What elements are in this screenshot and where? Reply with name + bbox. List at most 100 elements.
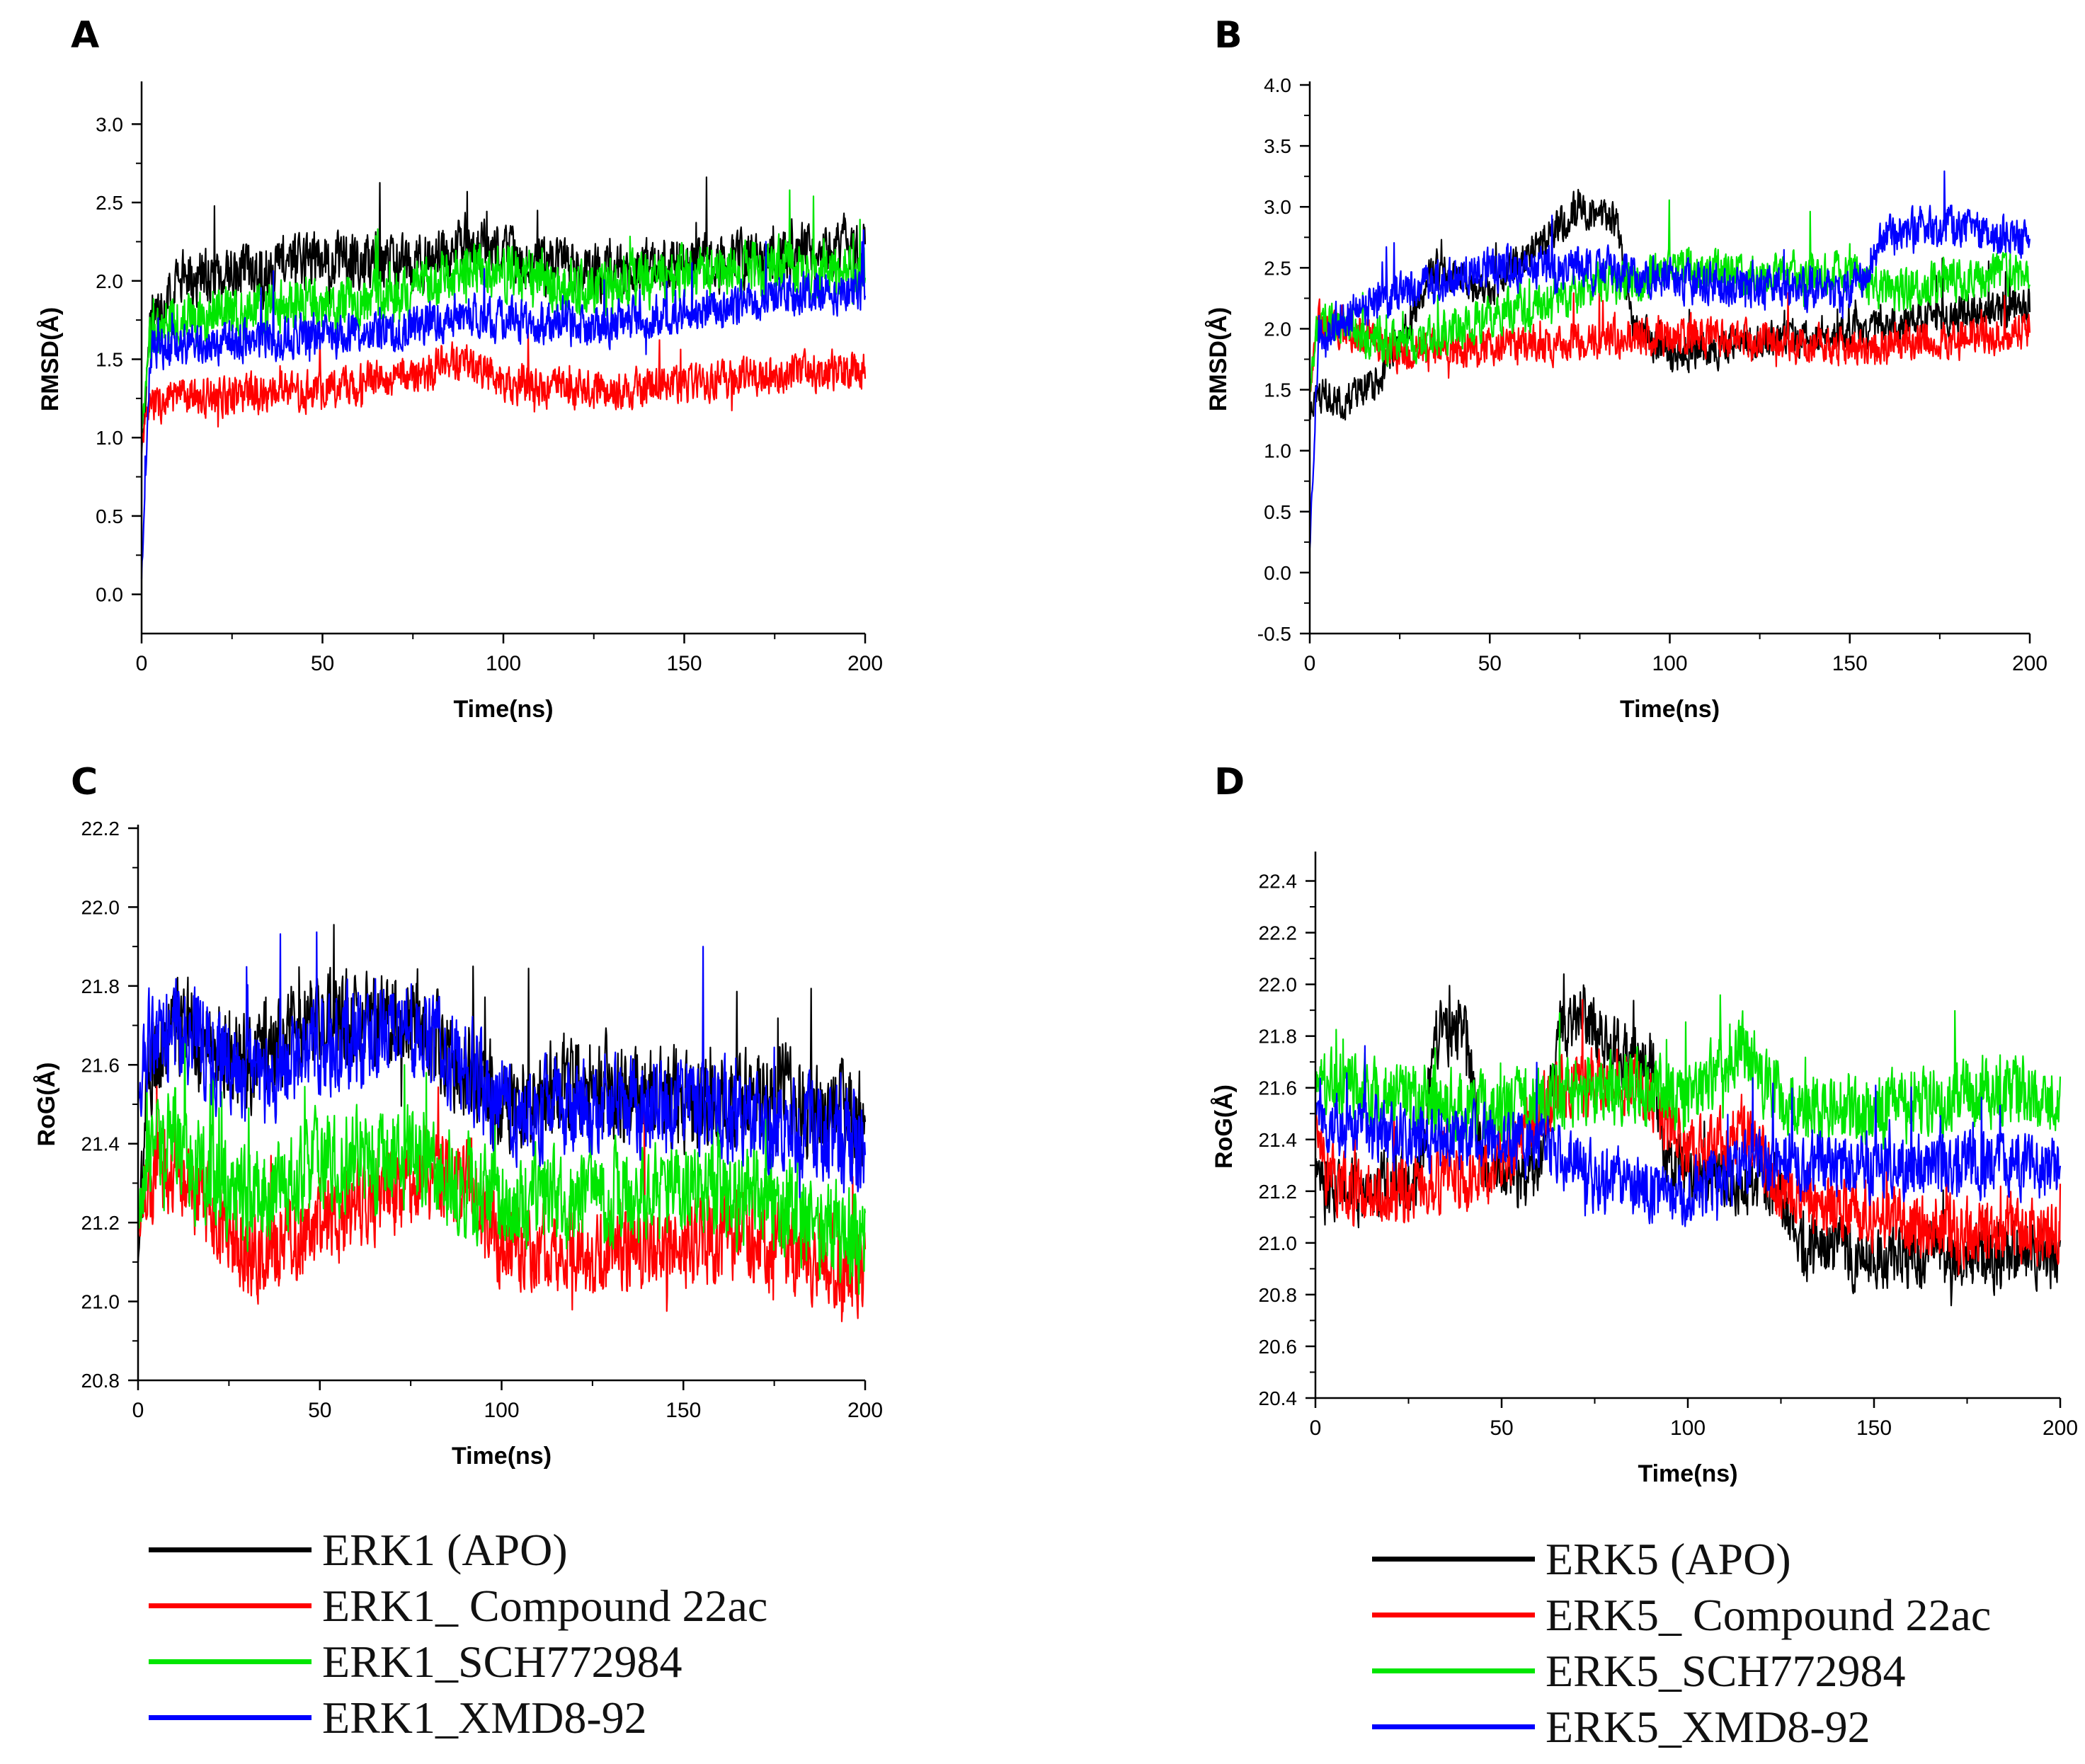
y-tick-label: 21.2 bbox=[81, 1212, 120, 1234]
y-tick-label: 21.0 bbox=[81, 1291, 120, 1313]
panel-label: A bbox=[71, 14, 99, 57]
x-tick-label: 0 bbox=[1304, 652, 1316, 675]
y-tick-label: 1.5 bbox=[1264, 379, 1291, 401]
y-tick-label: 2.5 bbox=[1264, 257, 1291, 279]
x-axis-label: Time(ns) bbox=[452, 1443, 552, 1470]
series-line bbox=[1314, 994, 2062, 1150]
legend-label: ERK1 (APO) bbox=[322, 1525, 568, 1575]
x-tick-label: 200 bbox=[2012, 652, 2047, 675]
x-tick-label: 100 bbox=[1652, 652, 1687, 675]
y-tick-label: 0.5 bbox=[96, 505, 123, 527]
y-tick-label: 3.5 bbox=[1264, 135, 1291, 157]
y-tick-label: 22.2 bbox=[81, 818, 120, 840]
series-line bbox=[1314, 999, 2062, 1276]
x-tick-label: 150 bbox=[1856, 1416, 1892, 1440]
y-tick-label: 0.5 bbox=[1264, 501, 1291, 523]
y-tick-label: 1.5 bbox=[96, 349, 123, 371]
x-tick-label: 0 bbox=[1310, 1416, 1322, 1440]
legend-label: ERK5_XMD8-92 bbox=[1546, 1702, 1870, 1752]
y-tick-label: 3.0 bbox=[1264, 196, 1291, 218]
x-tick-label: 100 bbox=[484, 1399, 519, 1422]
x-tick-label: 100 bbox=[1670, 1416, 1706, 1440]
x-tick-label: 200 bbox=[847, 1399, 883, 1422]
legend-item: ERK5_SCH772984 bbox=[1372, 1643, 2085, 1699]
panel-label: B bbox=[1214, 14, 1243, 57]
legend-erk1: ERK1 (APO) ERK1_ Compound 22ac ERK1_SCH7… bbox=[149, 1522, 927, 1746]
legend-label: ERK5_ Compound 22ac bbox=[1546, 1590, 1992, 1640]
y-tick-label: 2.5 bbox=[96, 192, 123, 214]
panel-a: A 0 50 100 150 200 0.0 0.5 1.0 1.5 2.0 2.5 3.0 Time(n… bbox=[37, 14, 883, 723]
legend-item: ERK5 (APO) bbox=[1372, 1531, 2085, 1587]
y-tick-label: 21.4 bbox=[81, 1133, 120, 1155]
series-line bbox=[137, 1002, 867, 1295]
axes bbox=[140, 81, 865, 635]
legend-item: ERK5_ Compound 22ac bbox=[1372, 1587, 2085, 1643]
x-tick-label: 200 bbox=[847, 652, 883, 675]
series-line bbox=[140, 189, 867, 438]
y-tick-label: 20.6 bbox=[1259, 1336, 1298, 1358]
legend-swatch bbox=[1372, 1668, 1535, 1673]
y-tick-label: 20.8 bbox=[1259, 1284, 1298, 1306]
series-line bbox=[1308, 199, 2031, 393]
x-tick-label: 50 bbox=[1478, 652, 1502, 675]
legend-swatch bbox=[149, 1603, 312, 1608]
y-tick-label: 21.6 bbox=[1259, 1077, 1298, 1099]
legend-erk5: ERK5 (APO) ERK5_ Compound 22ac ERK5_SCH7… bbox=[1372, 1531, 2085, 1755]
series-line bbox=[140, 229, 867, 579]
y-tick-label: 22.2 bbox=[1259, 922, 1298, 944]
y-tick-label: 22.0 bbox=[81, 896, 120, 918]
series-line bbox=[1308, 170, 2031, 549]
y-tick-label: 20.4 bbox=[1259, 1387, 1298, 1409]
legend-item: ERK1_SCH772984 bbox=[149, 1634, 927, 1690]
series-line bbox=[1314, 1045, 2062, 1227]
y-tick-label: 22.4 bbox=[1259, 871, 1298, 893]
legend-item: ERK5_XMD8-92 bbox=[1372, 1699, 2085, 1755]
y-tick-label: 3.0 bbox=[96, 113, 123, 135]
legend-item: ERK1 (APO) bbox=[149, 1522, 927, 1578]
legend-label: ERK1_SCH772984 bbox=[322, 1637, 682, 1687]
series-line bbox=[137, 931, 867, 1198]
y-tick-label: 20.8 bbox=[81, 1370, 120, 1392]
y-tick-label: 0.0 bbox=[96, 584, 123, 606]
y-axis-label: RMSD(Å) bbox=[37, 307, 64, 411]
x-tick-label: 100 bbox=[486, 652, 521, 675]
x-tick-label: 150 bbox=[1832, 652, 1868, 675]
legend-swatch bbox=[149, 1715, 312, 1720]
x-tick-label: 200 bbox=[2043, 1416, 2078, 1440]
y-tick-label: 1.0 bbox=[96, 427, 123, 449]
legend-label: ERK5_SCH772984 bbox=[1546, 1646, 1906, 1696]
legend-swatch bbox=[1372, 1557, 1535, 1562]
x-tick-label: 0 bbox=[132, 1399, 144, 1422]
y-axis-label: RMSD(Å) bbox=[1205, 307, 1232, 411]
y-tick-label: 1.0 bbox=[1264, 440, 1291, 462]
y-tick-label: 4.0 bbox=[1264, 74, 1291, 96]
legend-item: ERK1_XMD8-92 bbox=[149, 1690, 927, 1746]
panel-d: D 0 50 100 150 200 20.4 20.6 20.8 21.0 21.2 21.4 21.… bbox=[1211, 761, 2078, 1487]
y-tick-label: 21.8 bbox=[81, 975, 120, 997]
y-axis-label: RoG(Å) bbox=[1211, 1084, 1238, 1169]
legend-item: ERK1_ Compound 22ac bbox=[149, 1578, 927, 1634]
legend-swatch bbox=[1372, 1724, 1535, 1729]
y-tick-label: 2.0 bbox=[96, 270, 123, 292]
x-tick-label: 50 bbox=[308, 1399, 331, 1422]
series-line bbox=[140, 176, 867, 454]
x-tick-label: 0 bbox=[136, 652, 148, 675]
legend-swatch bbox=[149, 1659, 312, 1664]
y-tick-label: 2.0 bbox=[1264, 318, 1291, 340]
y-tick-label: 22.0 bbox=[1259, 974, 1298, 996]
legend-label: ERK1_XMD8-92 bbox=[322, 1693, 647, 1743]
y-tick-label: 21.8 bbox=[1259, 1026, 1298, 1048]
panel-c: C 0 50 100 150 200 20.8 21.0 21.2 21.4 21.6 21.8 22.… bbox=[33, 761, 883, 1470]
x-axis-label: Time(ns) bbox=[1620, 696, 1720, 723]
legend-label: ERK1_ Compound 22ac bbox=[322, 1581, 768, 1631]
x-axis-label: Time(ns) bbox=[453, 696, 553, 723]
x-tick-label: 50 bbox=[1490, 1416, 1513, 1440]
y-axis-label: RoG(Å) bbox=[33, 1063, 60, 1147]
y-tick-label: -0.5 bbox=[1257, 623, 1291, 645]
panel-label: D bbox=[1214, 761, 1245, 803]
y-tick-label: 21.6 bbox=[81, 1054, 120, 1076]
legend-swatch bbox=[149, 1547, 312, 1552]
y-tick-label: 21.0 bbox=[1259, 1232, 1298, 1254]
x-axis-label: Time(ns) bbox=[1638, 1460, 1737, 1487]
y-tick-label: 21.4 bbox=[1259, 1129, 1298, 1151]
